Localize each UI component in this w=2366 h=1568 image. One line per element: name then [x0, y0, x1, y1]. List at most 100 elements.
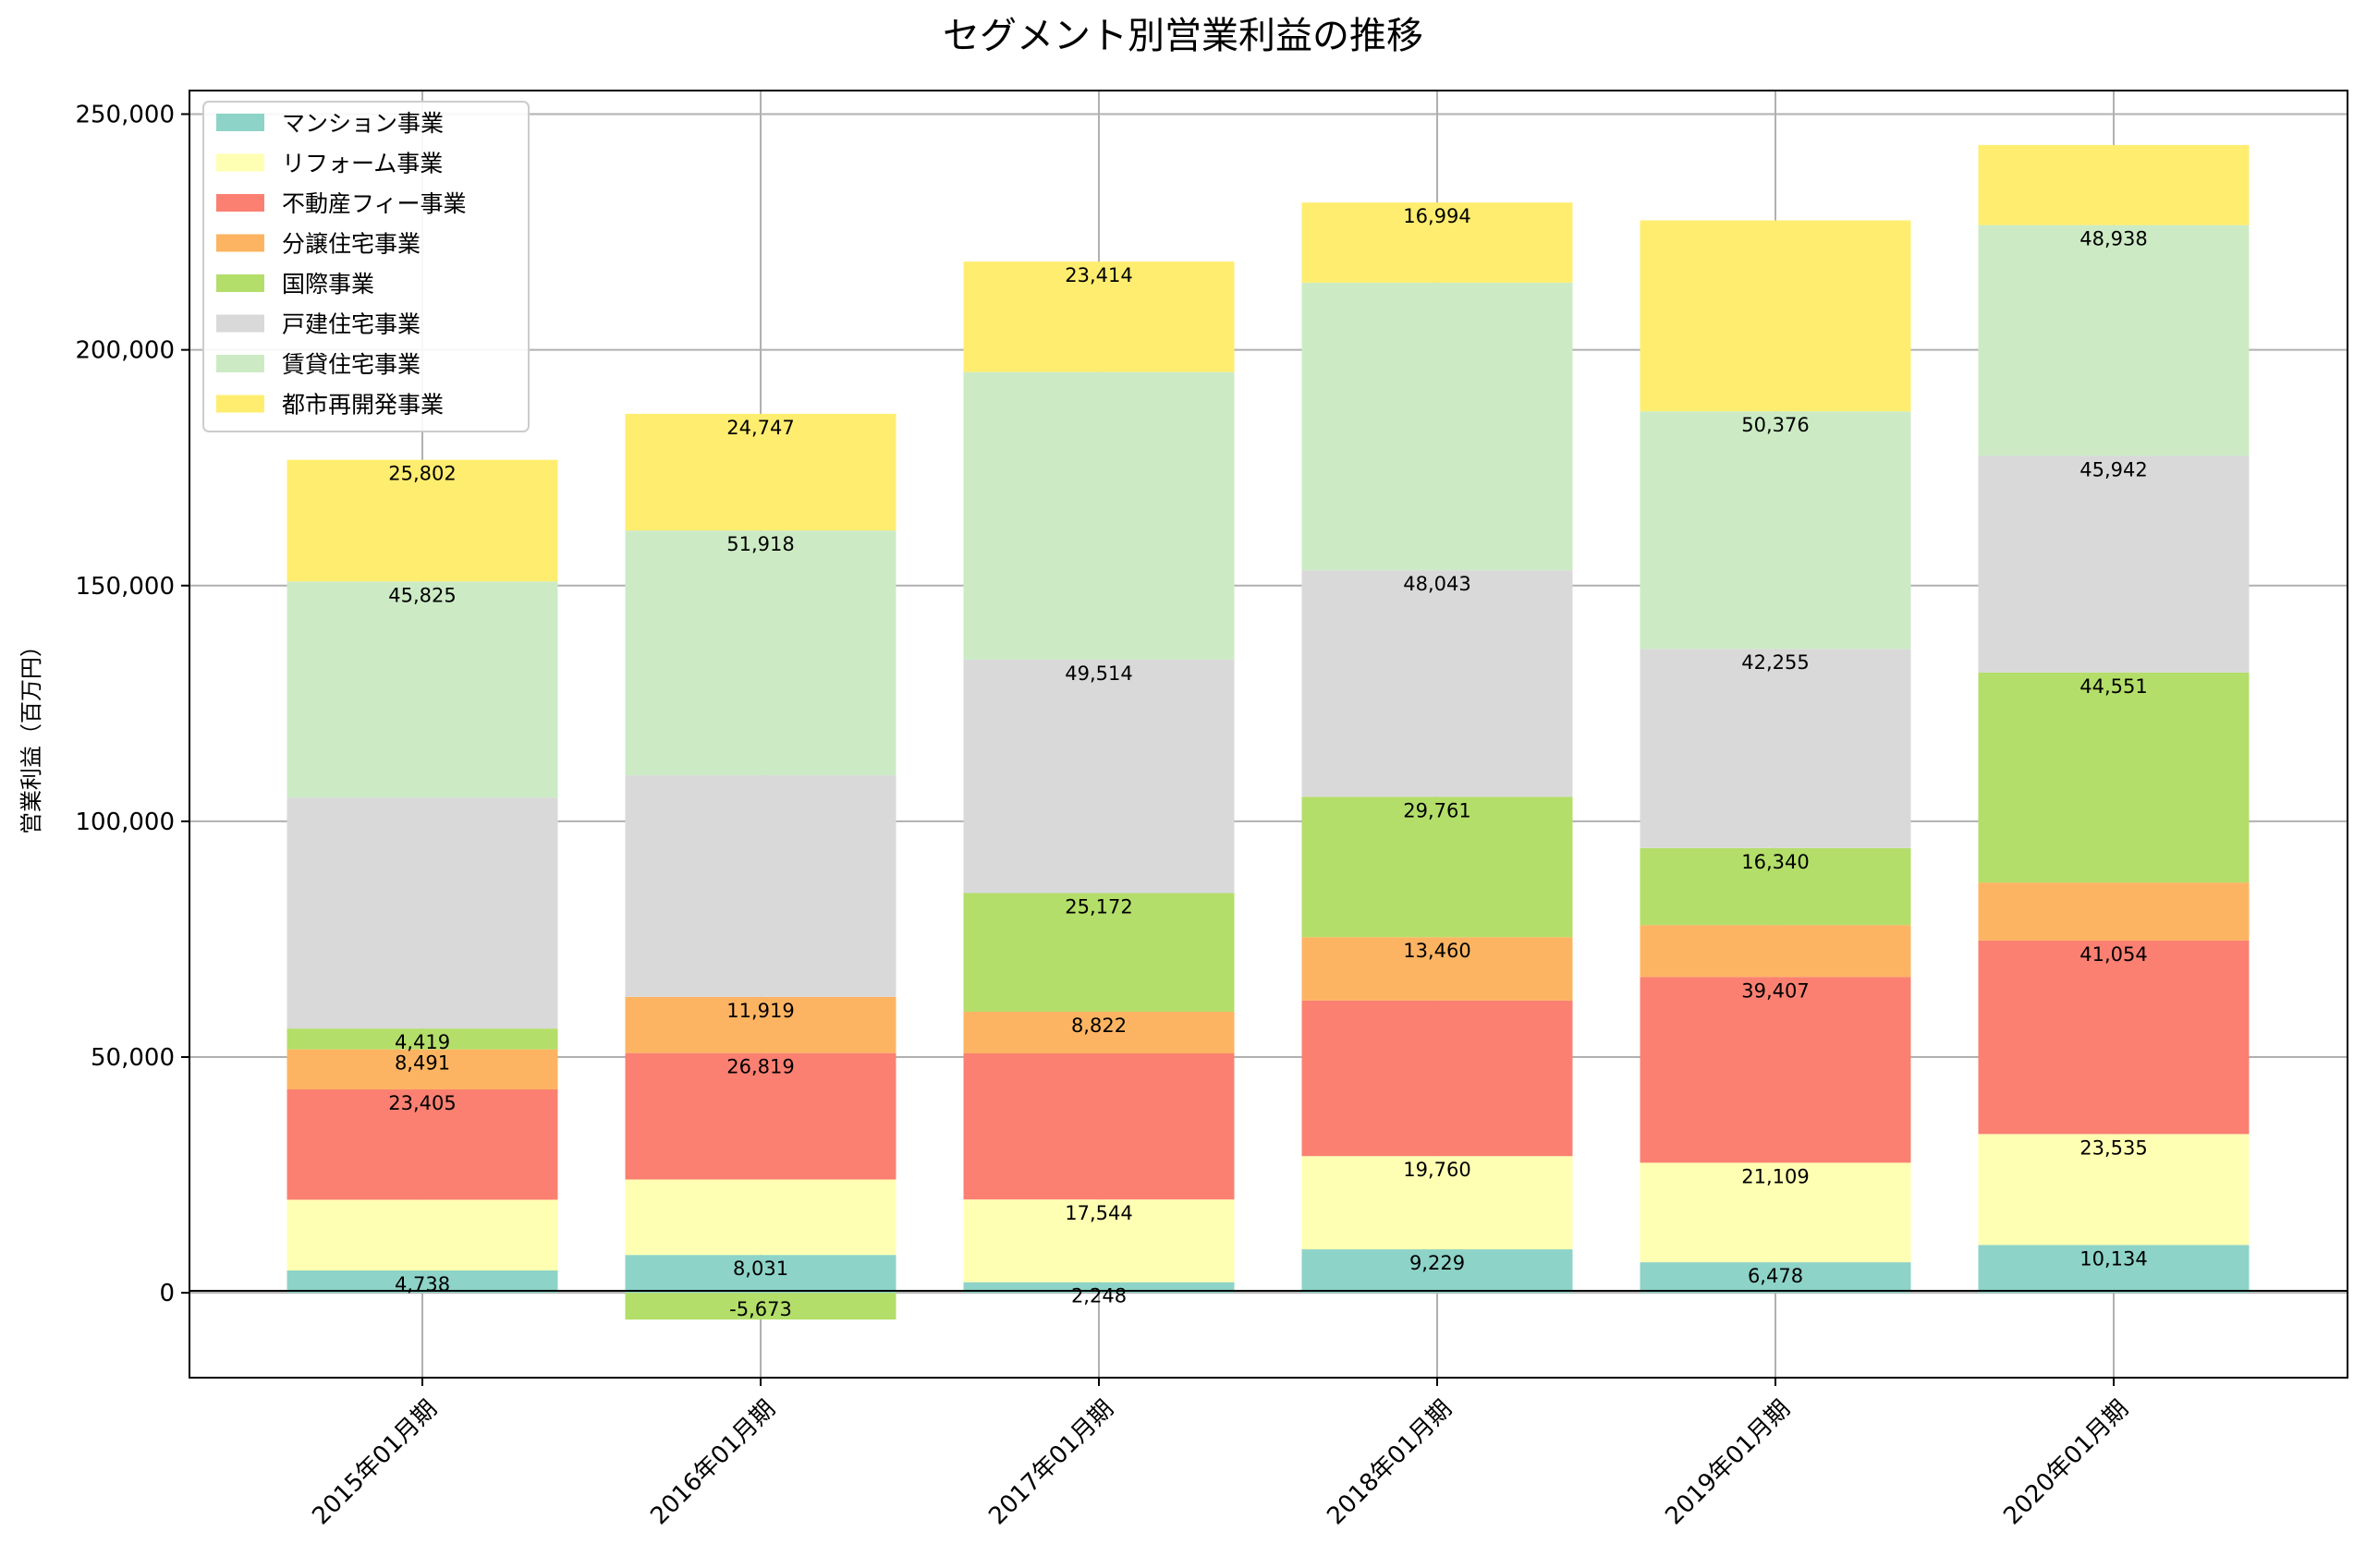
bar-segment [1978, 672, 2250, 883]
data-label: 19,760 [1403, 1159, 1470, 1181]
data-label: 39,407 [1741, 979, 1809, 1002]
x-tick-label: 2017年01月期 [983, 1395, 1119, 1531]
y-tick-label: 200,000 [75, 337, 175, 365]
data-label: 8,491 [395, 1052, 450, 1075]
legend-swatch [216, 153, 264, 172]
bar-segment [625, 996, 896, 1053]
data-label: 6,478 [1748, 1265, 1803, 1287]
legend: マンション事業リフォーム事業不動産フィー事業分譲住宅事業国際事業戸建住宅事業賃貸… [202, 101, 530, 432]
bar-segment [1640, 847, 1911, 926]
data-labels-layer: 4,738 8,031 2,248 9,229 6,478 10,134 17,544 19,… [388, 205, 2147, 1320]
data-label: 41,054 [2079, 943, 2147, 966]
bar-segment [1301, 282, 1573, 571]
bar-segment [287, 1089, 558, 1200]
x-tick-label: 2020年01月期 [1998, 1395, 2134, 1531]
bar-segment [287, 1049, 558, 1090]
legend-swatch [216, 114, 264, 131]
data-label: 8,822 [1071, 1015, 1127, 1037]
legend-swatch [216, 274, 264, 292]
legend-label: 不動産フィー事業 [282, 190, 467, 217]
data-label: 50,376 [1741, 414, 1809, 436]
data-label: 42,255 [1741, 651, 1809, 674]
data-label: -5,673 [729, 1298, 792, 1320]
bar-segment [1978, 940, 2250, 1135]
bar-segment [1640, 1262, 1911, 1294]
bar-segment [1978, 225, 2250, 456]
bar-segment [625, 1052, 896, 1180]
bar-segment [287, 1028, 558, 1050]
legend-frame [202, 101, 530, 432]
bar-segment [963, 261, 1235, 372]
data-label: 45,825 [388, 584, 456, 606]
legend-swatch [216, 355, 264, 372]
data-label: 16,340 [1741, 851, 1809, 873]
bar-segment [963, 659, 1235, 893]
y-tick-label: 250,000 [75, 102, 175, 129]
y-tick-label: 150,000 [75, 573, 175, 601]
data-label: 23,405 [388, 1092, 456, 1114]
data-label: 25,172 [1065, 896, 1132, 918]
legend-label: 分譲住宅事業 [282, 231, 421, 258]
data-label: 25,802 [388, 463, 456, 485]
data-label: 44,551 [2079, 675, 2147, 698]
data-label: 49,514 [1065, 662, 1132, 685]
bar-segment [1640, 925, 1911, 978]
data-label: 24,747 [726, 417, 794, 439]
data-label: 4,419 [395, 1031, 450, 1053]
y-tick-label: 50,000 [91, 1044, 175, 1072]
bar-segment [1301, 570, 1573, 797]
data-label: 2,248 [1071, 1285, 1127, 1307]
bar-segment [1301, 796, 1573, 938]
bar-segment [1640, 1162, 1911, 1263]
bar-segment [1978, 882, 2250, 941]
bar-segment [1301, 202, 1573, 283]
legend-swatch [216, 395, 264, 413]
legend-swatch [216, 194, 264, 212]
data-label: 13,460 [1403, 940, 1470, 962]
x-tick-label: 2019年01月期 [1660, 1395, 1796, 1531]
data-label: 51,918 [726, 533, 794, 555]
bar-segment [625, 1179, 896, 1256]
bar-segment [963, 893, 1235, 1012]
bar-segment [625, 413, 896, 531]
legend-swatch [216, 234, 264, 252]
bars-layer [287, 144, 2250, 1320]
data-label: 10,134 [2079, 1247, 2147, 1270]
bar-segment [963, 371, 1235, 660]
bar-segment [1978, 144, 2250, 225]
bar-segment [1978, 1134, 2250, 1246]
data-label: 21,109 [1741, 1165, 1809, 1187]
bar-segment [287, 459, 558, 582]
bar-segment [1978, 456, 2250, 673]
bar-segment [287, 797, 558, 1029]
bar-segment [1301, 937, 1573, 1001]
data-label: 8,031 [733, 1258, 788, 1280]
plot-frame [189, 90, 2348, 1379]
bar-segment [1640, 220, 1911, 412]
data-label: 9,229 [1409, 1252, 1465, 1274]
bar-segment [625, 1255, 896, 1294]
bar-segment [625, 1293, 896, 1320]
y-tick-label: 100,000 [75, 808, 175, 836]
bar-segment [1301, 1156, 1573, 1250]
legend-label: 都市再開発事業 [282, 392, 444, 419]
bar-segment [1640, 411, 1911, 650]
data-label: 45,942 [2079, 458, 2147, 480]
bar-segment [1301, 1000, 1573, 1157]
bar-segment [1301, 1249, 1573, 1294]
bar-segment [1640, 649, 1911, 848]
x-tick-label: 2018年01月期 [1322, 1395, 1457, 1531]
data-label: 11,919 [726, 1000, 794, 1022]
bar-segment [963, 1011, 1235, 1053]
data-label: 23,535 [2079, 1136, 2147, 1159]
legend-label: マンション事業 [282, 110, 444, 137]
legend-swatch [216, 314, 264, 333]
legend-label: 賃貸住宅事業 [282, 351, 421, 378]
legend-label: リフォーム事業 [282, 151, 443, 177]
x-tick-label: 2015年01月期 [307, 1395, 443, 1531]
bar-segment [625, 775, 896, 997]
data-label: 26,819 [726, 1056, 794, 1078]
data-label: 29,761 [1403, 799, 1470, 821]
chart-title: セグメント別営業利益の推移 [943, 15, 1423, 57]
